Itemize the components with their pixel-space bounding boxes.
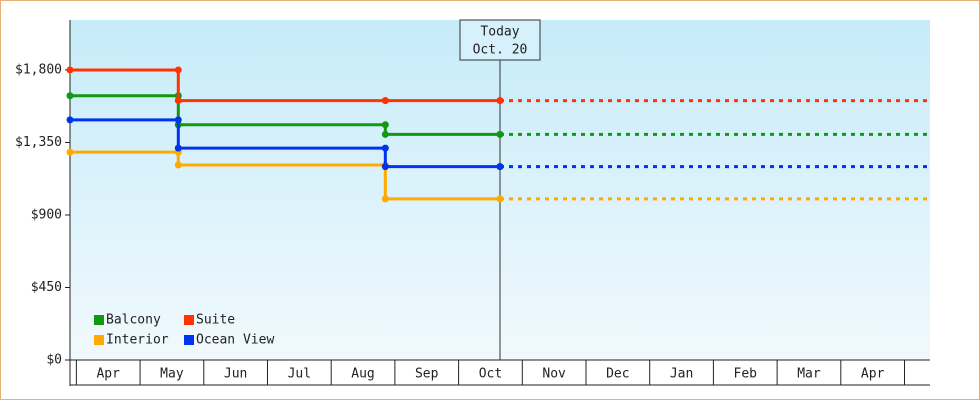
- x-tick-label: Dec: [606, 367, 629, 382]
- point-marker: [66, 116, 74, 124]
- legend-swatch: [94, 335, 104, 345]
- legend-label: Suite: [196, 313, 235, 328]
- x-tick-label: Jul: [288, 367, 311, 382]
- step-marker: [174, 116, 182, 124]
- point-marker: [174, 97, 182, 105]
- point-marker: [66, 148, 74, 156]
- legend-label: Balcony: [106, 313, 161, 328]
- x-tick-label: Apr: [861, 367, 885, 382]
- point-marker: [381, 130, 389, 138]
- series-line: [70, 118, 500, 169]
- point-marker: [496, 97, 504, 105]
- point-marker: [381, 163, 389, 171]
- step-marker: [381, 144, 389, 152]
- y-tick-label: $1,350: [15, 135, 62, 150]
- y-tick-label: $1,800: [15, 62, 62, 77]
- point-marker: [381, 97, 389, 105]
- x-tick-label: Aug: [351, 367, 374, 382]
- x-tick-label: Nov: [542, 367, 566, 382]
- point-marker: [66, 92, 74, 100]
- point-marker: [174, 161, 182, 169]
- today-label: Today: [480, 25, 519, 40]
- legend-swatch: [184, 335, 194, 345]
- legend-swatch: [184, 315, 194, 325]
- step-marker: [381, 121, 389, 129]
- point-marker: [381, 195, 389, 203]
- x-tick-label: Feb: [734, 367, 758, 382]
- x-tick-label: Sep: [415, 367, 439, 382]
- x-tick-label: May: [160, 367, 184, 382]
- legend-swatch: [94, 315, 104, 325]
- point-marker: [496, 130, 504, 138]
- x-tick-label: Mar: [797, 367, 821, 382]
- point-marker: [496, 163, 504, 171]
- point-marker: [496, 195, 504, 203]
- x-tick-label: Oct: [479, 367, 502, 382]
- point-marker: [66, 66, 74, 74]
- series-line: [70, 150, 500, 201]
- x-tick-label: Apr: [96, 367, 120, 382]
- y-tick-label: $900: [31, 207, 62, 222]
- x-tick-label: Jan: [670, 367, 693, 382]
- series-line: [70, 94, 500, 136]
- y-tick-label: $450: [31, 280, 62, 295]
- today-label: Oct. 20: [473, 43, 528, 58]
- x-tick-label: Jun: [224, 367, 247, 382]
- point-marker: [174, 144, 182, 152]
- legend-label: Ocean View: [196, 333, 274, 348]
- legend-label: Interior: [106, 333, 169, 348]
- today-box: [459, 19, 541, 61]
- step-marker: [174, 66, 182, 74]
- y-tick-label: $0: [46, 353, 62, 368]
